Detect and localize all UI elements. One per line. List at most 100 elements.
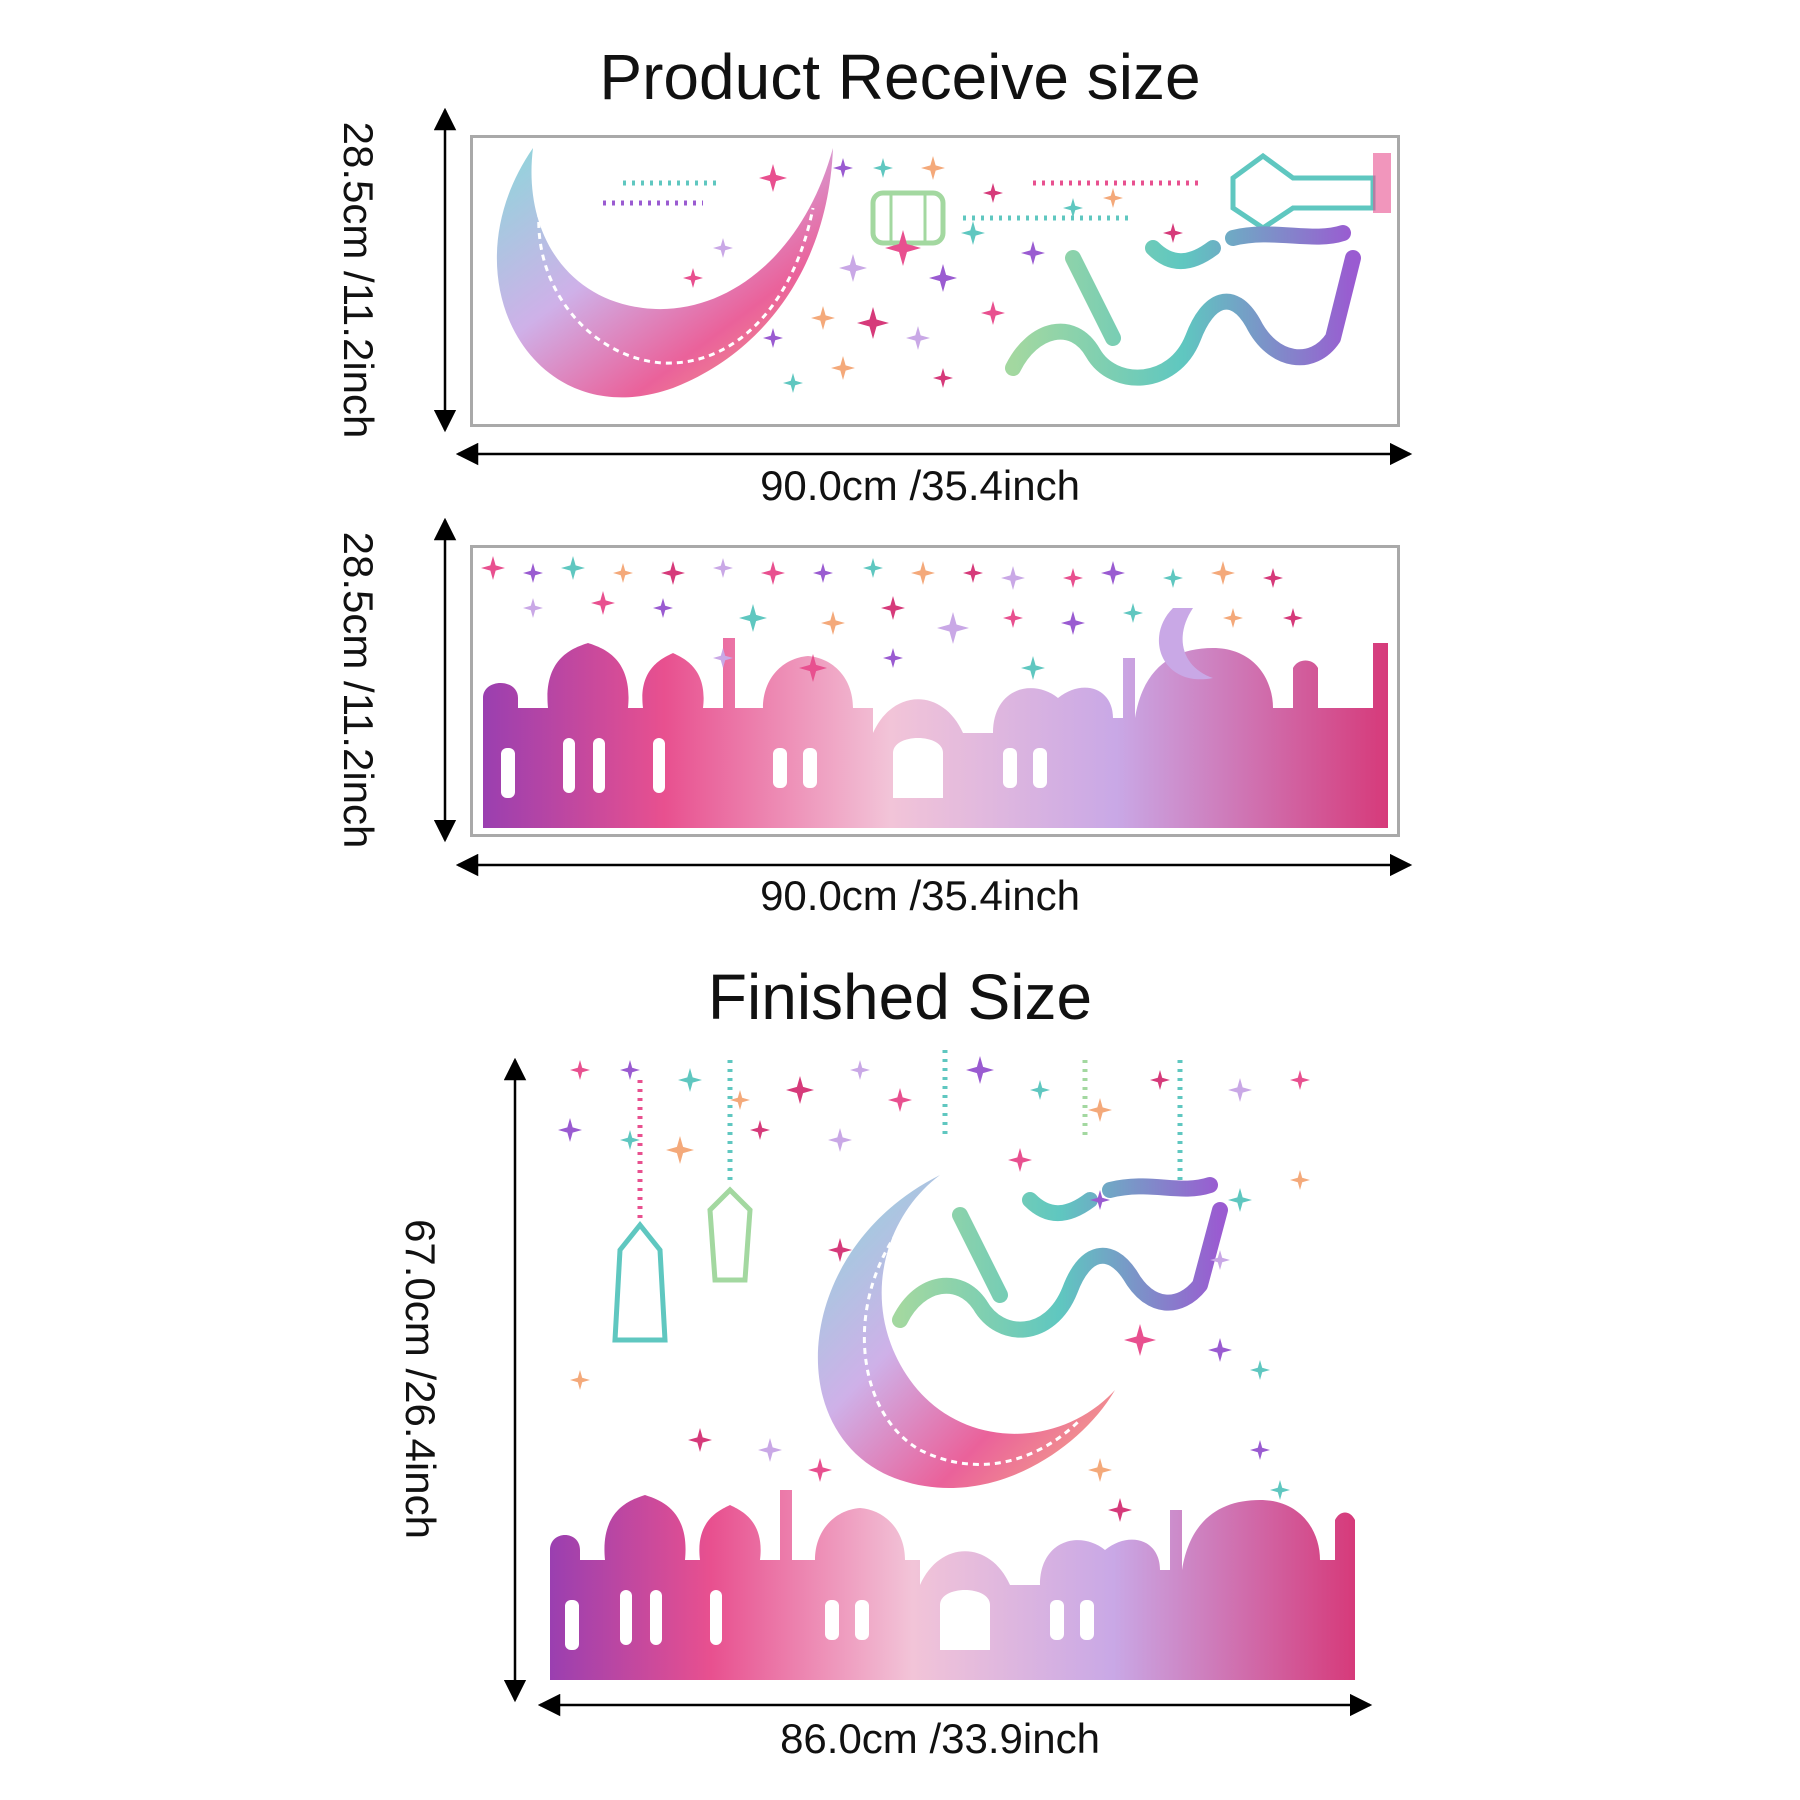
- star-icon: [799, 654, 827, 682]
- star-icon: [1003, 608, 1023, 628]
- finished-artwork: [550, 1050, 1355, 1680]
- lantern-icon: [612, 1220, 668, 1343]
- star-icon: [1101, 561, 1125, 585]
- star-icon: [558, 1118, 582, 1142]
- star-icon: [759, 164, 787, 192]
- star-decorations: [558, 1056, 1310, 1522]
- finished-size-title: Finished Size: [707, 961, 1093, 1033]
- star-icon: [828, 1238, 852, 1262]
- star-icon: [937, 612, 969, 644]
- star-icon: [661, 561, 685, 585]
- star-icon: [883, 648, 903, 668]
- star-icon: [1250, 1360, 1270, 1380]
- star-icon: [653, 598, 673, 618]
- star-icon: [713, 648, 733, 668]
- star-icon: [850, 1060, 870, 1080]
- panel1-height-label: 28.5cm /11.2inch: [335, 121, 382, 439]
- star-icon: [828, 1128, 852, 1152]
- star-icon: [863, 558, 883, 578]
- star-icon: [888, 1088, 912, 1112]
- star-icon: [761, 561, 785, 585]
- finished-height-label: 67.0cm /26.4inch: [397, 1219, 444, 1539]
- star-icon: [1061, 611, 1085, 635]
- lantern-icon: [707, 1186, 753, 1283]
- star-icon: [570, 1370, 590, 1390]
- star-icon: [961, 221, 985, 245]
- star-icon: [813, 563, 833, 583]
- star-icon: [666, 1136, 694, 1164]
- star-icon: [1088, 1458, 1112, 1482]
- sheet2-artwork: [481, 556, 1388, 828]
- star-decorations: [481, 556, 1303, 682]
- product-receive-title: Product Receive size: [599, 41, 1201, 113]
- star-icon: [1163, 223, 1183, 243]
- star-icon: [591, 591, 615, 615]
- star-icon: [713, 558, 733, 578]
- star-icon: [911, 561, 935, 585]
- star-icon: [906, 326, 930, 350]
- star-icon: [1150, 1070, 1170, 1090]
- lantern-icon: [870, 190, 946, 246]
- star-icon: [1290, 1070, 1310, 1090]
- star-icon: [1270, 1480, 1290, 1500]
- star-icon: [678, 1068, 702, 1092]
- calligraphy-art: [892, 1177, 1228, 1338]
- star-icon: [1021, 656, 1045, 680]
- panel2-width-label: 90.0cm /35.4inch: [760, 872, 1080, 919]
- star-icon: [620, 1060, 640, 1080]
- star-icon: [1063, 568, 1083, 588]
- star-icon: [1228, 1078, 1252, 1102]
- sticker-sheet-2: [470, 545, 1400, 837]
- star-icon: [921, 156, 945, 180]
- star-icon: [1063, 198, 1083, 218]
- finished-width-label: 86.0cm /33.9inch: [780, 1715, 1100, 1762]
- star-icon: [933, 368, 953, 388]
- star-icon: [739, 604, 767, 632]
- star-icon: [839, 254, 867, 282]
- mosque-skyline: [550, 1490, 1355, 1680]
- star-icon: [783, 373, 803, 393]
- star-icon: [811, 306, 835, 330]
- crescent-moon-icon: [496, 148, 833, 398]
- star-icon: [1211, 561, 1235, 585]
- star-icon: [873, 158, 893, 178]
- star-icon: [983, 183, 1003, 203]
- star-icon: [1163, 568, 1183, 588]
- star-icon: [1290, 1170, 1310, 1190]
- star-icon: [1021, 241, 1045, 265]
- star-icon: [570, 1060, 590, 1080]
- star-icon: [831, 356, 855, 380]
- star-icon: [1123, 603, 1143, 623]
- star-icon: [620, 1130, 640, 1150]
- panel1-width-label: 90.0cm /35.4inch: [760, 462, 1080, 509]
- star-icon: [1263, 568, 1283, 588]
- star-icon: [758, 1438, 782, 1462]
- sticker-sheet-1: [470, 135, 1400, 427]
- star-icon: [881, 596, 905, 620]
- star-icon: [1090, 1190, 1110, 1210]
- star-icon: [730, 1090, 750, 1110]
- star-icon: [1108, 1498, 1132, 1522]
- star-icon: [1030, 1080, 1050, 1100]
- finished-composition: [540, 1050, 1370, 1690]
- star-icon: [613, 563, 633, 583]
- star-icon: [833, 158, 853, 178]
- star-icon: [1088, 1098, 1112, 1122]
- star-icon: [981, 301, 1005, 325]
- mosque-skyline: [483, 638, 1388, 828]
- star-icon: [857, 307, 889, 339]
- star-icon: [523, 598, 543, 618]
- star-icon: [966, 1056, 994, 1084]
- star-icon: [929, 264, 957, 292]
- star-icon: [786, 1076, 814, 1104]
- crescent-moon-icon: [1158, 608, 1213, 680]
- star-icon: [1008, 1148, 1032, 1172]
- star-icon: [1103, 188, 1123, 208]
- star-icon: [963, 563, 983, 583]
- star-icon: [750, 1120, 770, 1140]
- star-icon: [523, 563, 543, 583]
- star-icon: [1250, 1440, 1270, 1460]
- star-icon: [1208, 1338, 1232, 1362]
- star-icon: [683, 268, 703, 288]
